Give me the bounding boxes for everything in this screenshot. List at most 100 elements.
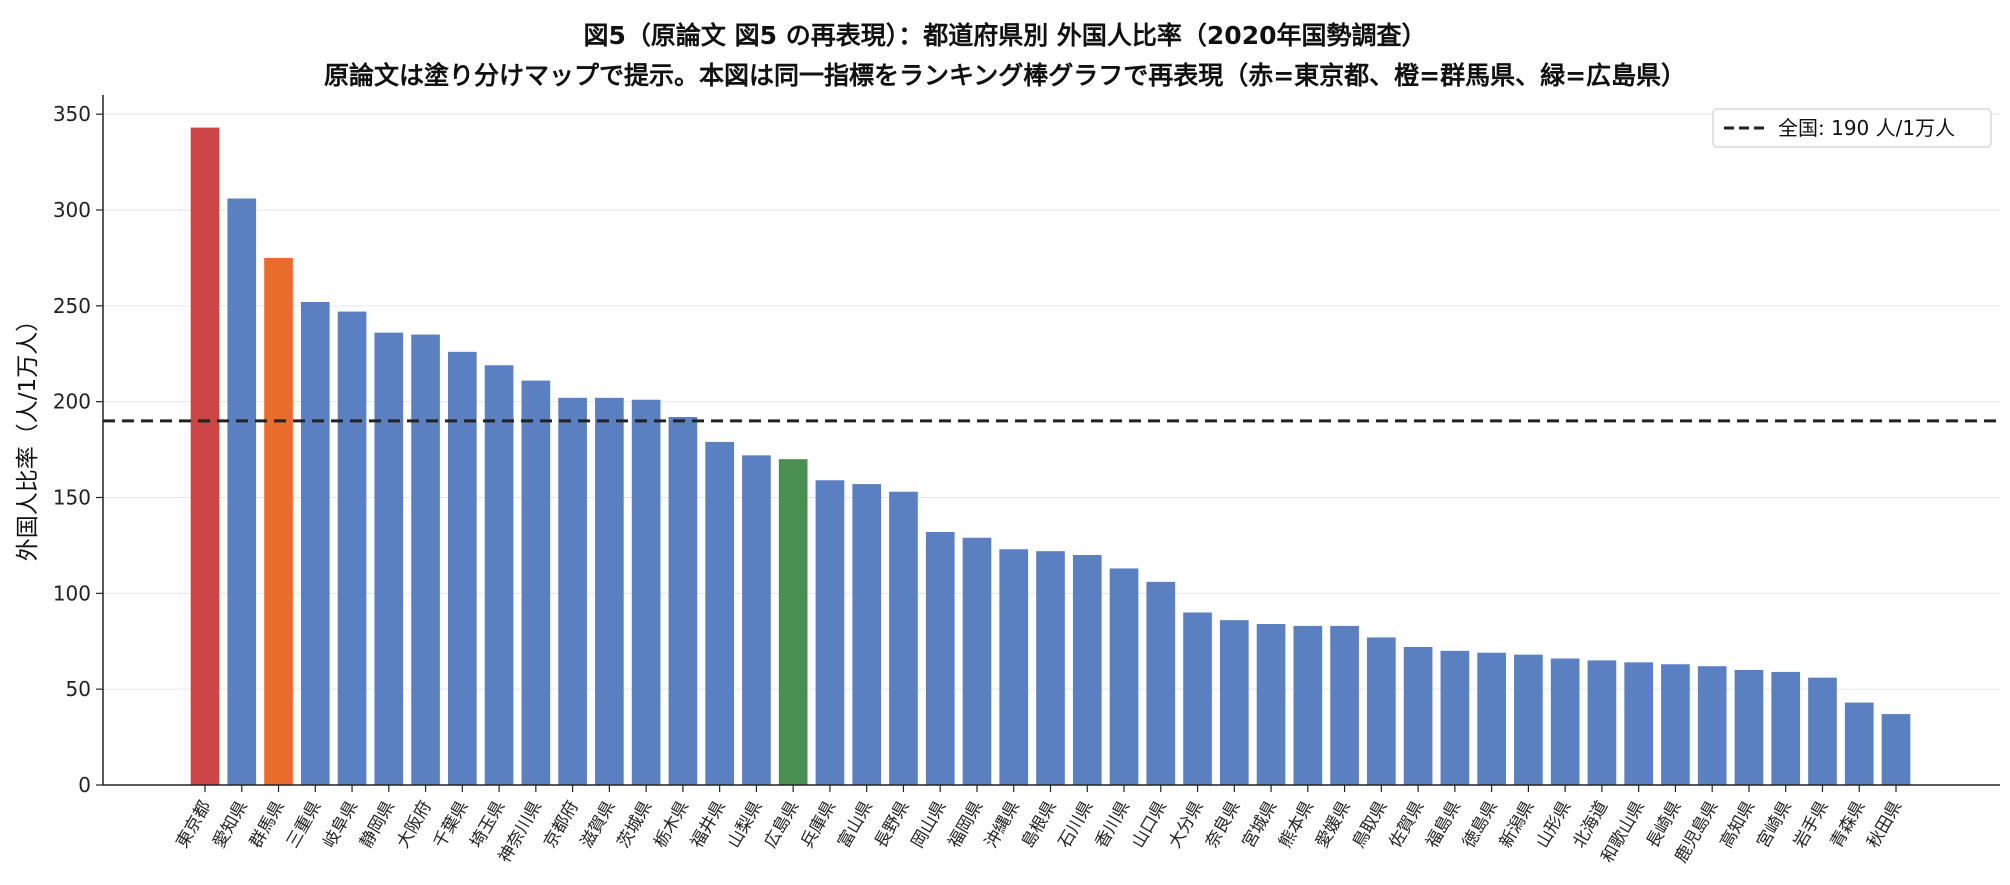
x-tick-label: 奈良県 — [1202, 798, 1245, 852]
x-tick-label: 大阪府 — [393, 798, 436, 852]
bar — [778, 459, 808, 785]
bar — [1587, 660, 1617, 785]
x-tick-label: 福井県 — [687, 798, 730, 852]
bar — [411, 334, 440, 785]
x-tick-label: 静岡県 — [356, 798, 399, 852]
bar — [190, 127, 220, 786]
bar — [264, 257, 293, 786]
bar — [1146, 581, 1176, 785]
bar — [1367, 637, 1396, 785]
x-tick-label: 群馬県 — [246, 798, 289, 852]
bar — [558, 397, 587, 785]
x-tick-label: 福岡県 — [944, 798, 987, 852]
x-tick-label: 佐賀県 — [1386, 798, 1429, 852]
bar — [742, 455, 771, 785]
y-tick-label: 300 — [53, 198, 91, 222]
y-tick-label: 50 — [66, 677, 91, 701]
bar — [1109, 568, 1139, 785]
x-tick-label: 大分県 — [1165, 798, 1208, 852]
bar — [1624, 662, 1654, 785]
bar — [1440, 650, 1470, 785]
y-axis-label: 外国人比率（人/1万人） — [15, 309, 41, 561]
bar — [668, 417, 698, 785]
bar — [962, 537, 992, 785]
x-tick-label: 岩手県 — [1790, 798, 1833, 852]
bar — [300, 302, 330, 785]
bar — [447, 351, 477, 785]
legend: 全国: 190 人/1万人 — [1712, 108, 1992, 148]
legend-label: 全国: 190 人/1万人 — [1778, 116, 1955, 140]
x-tick-label: 京都府 — [540, 798, 583, 852]
bar — [337, 311, 367, 785]
bar — [815, 480, 845, 785]
y-tick-label: 250 — [53, 294, 91, 318]
legend-box — [1712, 108, 1992, 148]
chart-subtitle: 原論文は塗り分けマップで提示。本図は同一指標をランキング棒グラフで再表現（赤=東… — [323, 61, 1687, 90]
x-tick-label: 岡山県 — [908, 798, 951, 852]
x-tick-label: 愛知県 — [209, 798, 252, 852]
x-tick-label: 愛媛県 — [1312, 798, 1355, 852]
x-tick-label: 三重県 — [283, 798, 326, 852]
x-tick-label: 山梨県 — [724, 798, 767, 852]
bar — [631, 399, 661, 785]
x-axis-ticks: 東京都愛知県群馬県三重県岐阜県静岡県大阪府千葉県埼玉県神奈川県京都府滋賀県茨城県… — [173, 785, 1907, 866]
x-tick-label: 東京都 — [173, 798, 216, 852]
bar — [1771, 671, 1801, 785]
y-tick-label: 150 — [53, 486, 91, 510]
bar — [595, 397, 624, 785]
bar — [705, 441, 734, 785]
x-tick-label: 滋賀県 — [577, 798, 620, 852]
x-tick-label: 熊本県 — [1275, 798, 1318, 852]
x-tick-label: 茨城県 — [614, 798, 657, 852]
x-tick-label: 千葉県 — [430, 798, 473, 852]
x-tick-label: 島根県 — [1018, 798, 1061, 852]
bar — [1881, 714, 1911, 785]
x-tick-label: 鳥取県 — [1349, 798, 1392, 852]
bar — [999, 549, 1029, 785]
x-tick-label: 山形県 — [1533, 798, 1576, 852]
x-tick-label: 岐阜県 — [320, 798, 363, 852]
bar — [1550, 658, 1580, 785]
bar — [1514, 654, 1543, 785]
x-tick-label: 沖縄県 — [981, 798, 1024, 852]
bar — [484, 365, 514, 785]
bar — [1183, 612, 1212, 785]
chart-title: 図5（原論文 図5 の再表現）：都道府県別 外国人比率（2020年国勢調査） — [583, 21, 1427, 50]
x-tick-label: 新潟県 — [1496, 798, 1539, 852]
x-tick-label: 青森県 — [1827, 798, 1870, 852]
bar — [374, 332, 404, 785]
bar — [1661, 664, 1690, 785]
y-tick-label: 200 — [53, 390, 91, 414]
bar — [1330, 625, 1359, 785]
bar — [889, 491, 918, 785]
bar — [925, 532, 955, 785]
x-tick-label: 秋田県 — [1864, 798, 1907, 852]
x-tick-label: 福島県 — [1422, 798, 1465, 852]
bar — [1256, 624, 1286, 785]
x-tick-label: 長野県 — [871, 798, 914, 852]
x-tick-label: 香川県 — [1092, 798, 1135, 852]
x-tick-label: 山口県 — [1128, 798, 1171, 852]
bars — [190, 127, 1911, 786]
bar — [1844, 702, 1874, 785]
bar — [1293, 625, 1323, 785]
x-tick-label: 兵庫県 — [797, 798, 840, 852]
y-tick-label: 0 — [78, 773, 91, 797]
x-tick-label: 富山県 — [834, 798, 877, 852]
bar — [227, 198, 257, 785]
x-tick-label: 徳島県 — [1459, 798, 1502, 852]
y-tick-label: 350 — [53, 102, 91, 126]
bar — [1072, 555, 1102, 785]
bar — [852, 484, 882, 785]
x-tick-label: 高知県 — [1716, 798, 1759, 852]
y-axis-ticks: 0 50 100 150 200 250 300 350 — [53, 102, 103, 797]
bar — [1219, 620, 1249, 785]
x-tick-label: 宮崎県 — [1753, 798, 1796, 852]
bar — [1734, 670, 1764, 785]
bar — [1036, 551, 1065, 785]
bar — [1697, 666, 1727, 785]
bar — [1477, 652, 1506, 785]
x-tick-label: 栃木県 — [650, 798, 693, 852]
y-tick-label: 100 — [53, 581, 91, 605]
